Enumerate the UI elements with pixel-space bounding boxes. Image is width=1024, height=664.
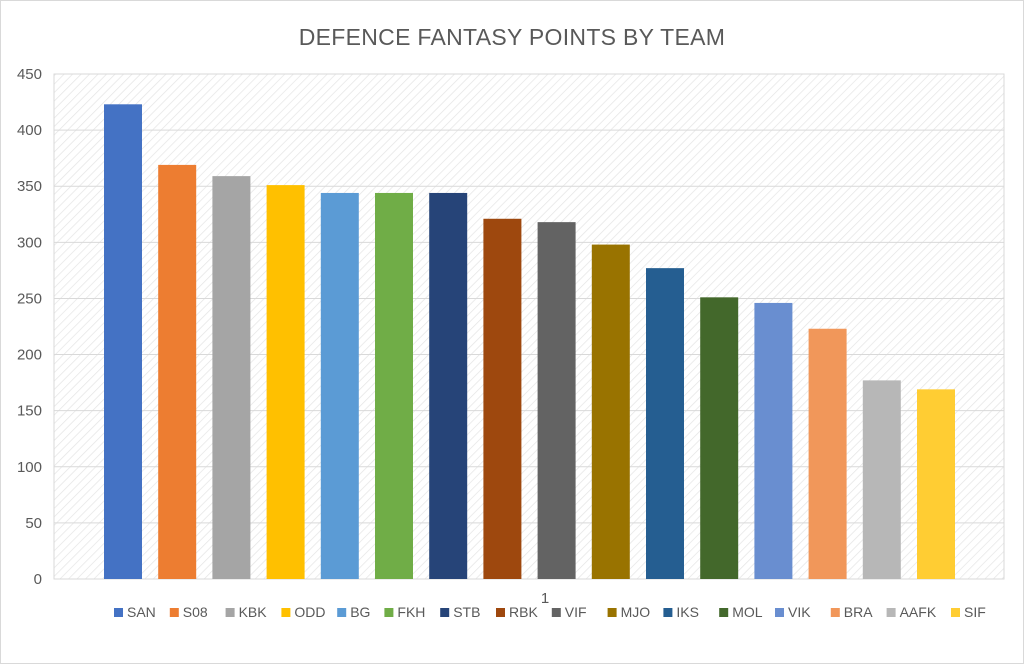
y-tick-label: 350 (17, 178, 42, 195)
x-tick-label: 1 (541, 590, 549, 607)
legend-label: MOL (732, 604, 763, 620)
bar-san (104, 104, 142, 580)
legend-item-fkh: FKH (384, 604, 425, 620)
legend-swatch (551, 608, 561, 617)
bar-stb (429, 192, 468, 579)
legend-swatch (951, 608, 960, 617)
legend-label: FKH (397, 604, 425, 620)
bar-s08 (158, 164, 197, 579)
legend-item-vik: VIK (775, 604, 811, 620)
legend-swatch (719, 608, 729, 617)
legend-item-s08: S08 (169, 604, 208, 620)
legend-item-aafk: AAFK (886, 604, 937, 620)
legend-item-bg: BG (337, 604, 370, 620)
legend: SAN S08 KBK ODD BG FKH STB RBK VIF MJO IKS MOL VIK BR… (114, 604, 986, 620)
legend-swatch (663, 608, 673, 617)
legend-swatch (281, 608, 291, 617)
legend-label: SIF (964, 604, 986, 620)
bar-kbk (212, 176, 251, 579)
y-tick-label: 400 (17, 122, 42, 139)
legend-swatch (496, 608, 505, 617)
bar-vif (537, 222, 576, 579)
legend-item-bra: BRA (830, 604, 873, 620)
legend-swatch (775, 608, 784, 617)
bar-sif (917, 389, 955, 579)
y-tick-label: 250 (17, 290, 42, 307)
legend-swatch (440, 608, 450, 617)
legend-item-mol: MOL (719, 604, 763, 620)
legend-item-rbk: RBK (496, 604, 538, 620)
legend-swatch (830, 608, 840, 617)
legend-label: SAN (127, 604, 156, 620)
legend-label: BRA (844, 604, 873, 620)
bar-bra (808, 328, 847, 579)
legend-item-iks: IKS (663, 604, 699, 620)
legend-item-stb: STB (440, 604, 480, 620)
y-tick-label: 150 (17, 403, 42, 420)
legend-swatch (886, 608, 896, 617)
y-tick-label: 50 (25, 515, 42, 532)
legend-item-san: SAN (114, 604, 156, 620)
legend-label: BG (350, 604, 370, 620)
chart-title: DEFENCE FANTASY POINTS BY TEAM (299, 24, 726, 50)
plot-area (53, 73, 1005, 580)
legend-item-sif: SIF (951, 604, 986, 620)
legend-label: MJO (621, 604, 651, 620)
legend-label: S08 (183, 604, 208, 620)
gridlines (54, 73, 1004, 580)
legend-item-kbk: KBK (225, 604, 268, 620)
y-tick-label: 100 (17, 459, 42, 476)
bar-mol (700, 297, 739, 579)
legend-label: KBK (239, 604, 268, 620)
legend-swatch (114, 608, 123, 617)
bar-aafk (862, 380, 901, 579)
y-tick-label: 450 (17, 66, 42, 83)
legend-label: RBK (509, 604, 538, 620)
legend-label: STB (453, 604, 480, 620)
legend-swatch (169, 608, 179, 617)
legend-item-odd: ODD (281, 604, 326, 620)
legend-label: VIK (788, 604, 811, 620)
y-axis-ticks: 0 50 100 150 200 250 300 350 400 450 (17, 66, 42, 588)
bars (104, 104, 955, 580)
y-tick-label: 200 (17, 347, 42, 364)
legend-item-mjo: MJO (607, 604, 651, 620)
bar-odd (266, 185, 305, 579)
legend-swatch (337, 608, 347, 617)
x-axis-ticks: 1 (541, 590, 549, 607)
legend-label: IKS (676, 604, 699, 620)
legend-label: VIF (565, 604, 587, 620)
legend-swatch (384, 608, 394, 617)
legend-label: ODD (294, 604, 325, 620)
bar-vik (754, 302, 793, 579)
legend-label: AAFK (900, 604, 937, 620)
y-tick-label: 0 (34, 571, 42, 588)
bar-bg (320, 192, 359, 579)
bar-iks (646, 268, 684, 579)
legend-item-vif: VIF (551, 604, 587, 620)
bar-fkh (375, 192, 413, 579)
legend-swatch (225, 608, 235, 617)
legend-swatch (607, 608, 617, 617)
bar-mjo (591, 244, 630, 580)
bar-rbk (483, 218, 522, 579)
y-tick-label: 300 (17, 234, 42, 251)
